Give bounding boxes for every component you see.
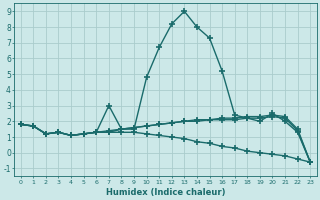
X-axis label: Humidex (Indice chaleur): Humidex (Indice chaleur) (106, 188, 225, 197)
